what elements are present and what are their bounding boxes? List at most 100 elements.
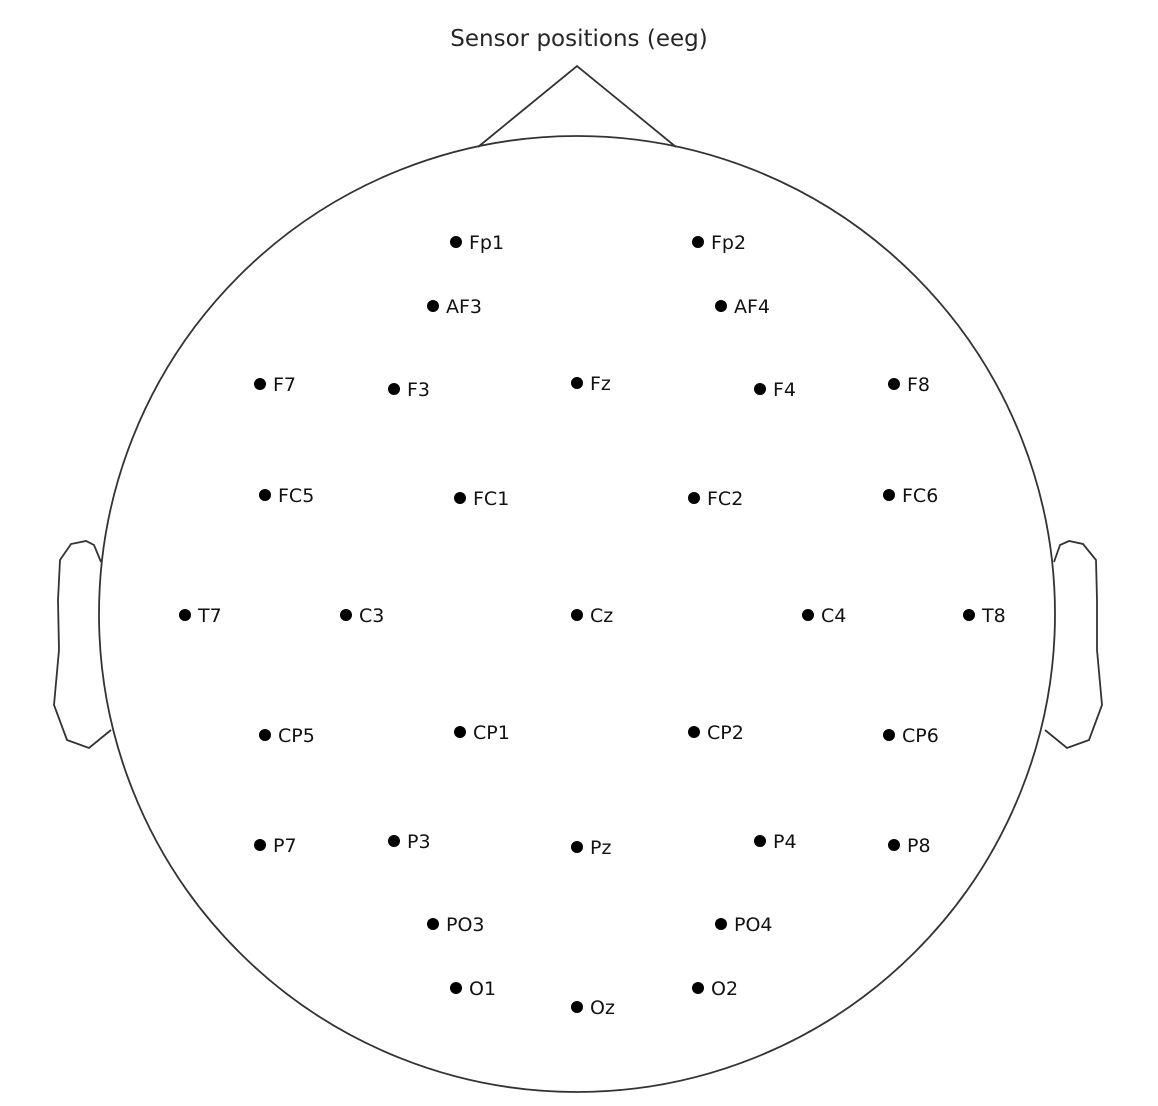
sensor-label: CP5 xyxy=(278,725,315,747)
sensor-dot xyxy=(692,236,704,248)
sensor-oz: Oz xyxy=(571,997,615,1019)
sensor-dot xyxy=(883,729,895,741)
right-ear-outline xyxy=(1044,540,1103,750)
sensor-t7: T7 xyxy=(179,605,222,627)
sensor-label: P3 xyxy=(407,831,431,853)
sensor-po4: PO4 xyxy=(715,914,773,936)
sensor-label: CP1 xyxy=(473,722,510,744)
sensor-fc6: FC6 xyxy=(883,485,938,507)
sensor-fc2: FC2 xyxy=(688,488,743,510)
sensor-label: CP6 xyxy=(902,725,939,747)
sensor-label: FC1 xyxy=(473,488,509,510)
sensor-c4: C4 xyxy=(802,605,846,627)
sensor-label: Oz xyxy=(590,997,615,1019)
sensor-dot xyxy=(802,609,814,621)
sensor-label: Fp2 xyxy=(711,232,746,254)
sensor-label: O2 xyxy=(711,978,738,1000)
sensor-label: F8 xyxy=(907,374,930,396)
sensor-f8: F8 xyxy=(888,374,930,396)
sensor-label: FC6 xyxy=(902,485,938,507)
sensor-af4: AF4 xyxy=(715,296,770,318)
sensor-dot xyxy=(259,489,271,501)
sensor-dot xyxy=(754,383,766,395)
sensor-dot xyxy=(179,609,191,621)
sensor-fc1: FC1 xyxy=(454,488,509,510)
sensor-label: O1 xyxy=(469,978,496,1000)
sensor-dot xyxy=(340,609,352,621)
sensor-dot xyxy=(571,377,583,389)
sensor-label: C4 xyxy=(821,605,846,627)
sensor-label: PO3 xyxy=(446,914,485,936)
sensor-dot xyxy=(259,729,271,741)
sensor-dot xyxy=(888,839,900,851)
sensor-dot xyxy=(883,489,895,501)
sensor-label: FC5 xyxy=(278,485,314,507)
sensor-label: F3 xyxy=(407,379,430,401)
sensor-dot xyxy=(571,609,583,621)
sensor-dot xyxy=(388,835,400,847)
left-ear-outline xyxy=(53,540,112,750)
sensor-label: Cz xyxy=(590,605,613,627)
sensor-dot xyxy=(715,300,727,312)
sensor-label: P7 xyxy=(273,835,297,857)
sensor-p8: P8 xyxy=(888,835,931,857)
sensor-dot xyxy=(427,300,439,312)
sensor-cz: Cz xyxy=(571,605,613,627)
sensor-dot xyxy=(254,378,266,390)
sensor-dot xyxy=(963,609,975,621)
sensor-label: Pz xyxy=(590,837,611,859)
sensor-label: F4 xyxy=(773,379,796,401)
sensor-dot xyxy=(450,982,462,994)
sensor-dot xyxy=(427,918,439,930)
sensor-t8: T8 xyxy=(963,605,1006,627)
sensor-dot xyxy=(254,839,266,851)
sensor-p4: P4 xyxy=(754,831,797,853)
sensor-o1: O1 xyxy=(450,978,496,1000)
sensor-label: AF3 xyxy=(446,296,482,318)
sensor-fz: Fz xyxy=(571,373,611,395)
sensor-fc5: FC5 xyxy=(259,485,314,507)
sensor-label: C3 xyxy=(359,605,384,627)
sensor-label: F7 xyxy=(273,374,296,396)
sensor-label: T8 xyxy=(981,605,1006,627)
sensor-label: FC2 xyxy=(707,488,743,510)
sensor-dot xyxy=(571,841,583,853)
sensor-label: Fp1 xyxy=(469,232,504,254)
sensor-dot xyxy=(450,236,462,248)
sensor-f7: F7 xyxy=(254,374,296,396)
sensor-dot xyxy=(692,982,704,994)
figure-title: Sensor positions (eeg) xyxy=(450,26,708,52)
sensor-label: Fz xyxy=(590,373,611,395)
sensor-p3: P3 xyxy=(388,831,431,853)
sensor-po3: PO3 xyxy=(427,914,485,936)
sensor-label: AF4 xyxy=(734,296,770,318)
sensor-dot xyxy=(454,492,466,504)
sensor-pz: Pz xyxy=(571,837,611,859)
sensor-dot xyxy=(688,726,700,738)
sensor-f3: F3 xyxy=(388,379,430,401)
sensor-cp1: CP1 xyxy=(454,722,510,744)
sensor-cp6: CP6 xyxy=(883,725,939,747)
sensor-dot xyxy=(688,492,700,504)
sensor-dot xyxy=(388,383,400,395)
sensor-label: P8 xyxy=(907,835,931,857)
sensor-p7: P7 xyxy=(254,835,297,857)
sensor-c3: C3 xyxy=(340,605,384,627)
nose-outline xyxy=(477,64,677,148)
head-outline xyxy=(53,64,1103,1093)
sensor-label: P4 xyxy=(773,831,797,853)
sensor-dot xyxy=(571,1001,583,1013)
sensor-label: PO4 xyxy=(734,914,773,936)
sensor-dot xyxy=(888,378,900,390)
sensor-fp2: Fp2 xyxy=(692,232,746,254)
sensor-cp2: CP2 xyxy=(688,722,744,744)
sensor-fp1: Fp1 xyxy=(450,232,504,254)
sensor-dot xyxy=(754,835,766,847)
head-circle xyxy=(98,135,1056,1093)
sensor-f4: F4 xyxy=(754,379,796,401)
sensor-cp5: CP5 xyxy=(259,725,315,747)
sensor-dot xyxy=(715,918,727,930)
sensor-af3: AF3 xyxy=(427,296,482,318)
sensor-label: T7 xyxy=(197,605,222,627)
